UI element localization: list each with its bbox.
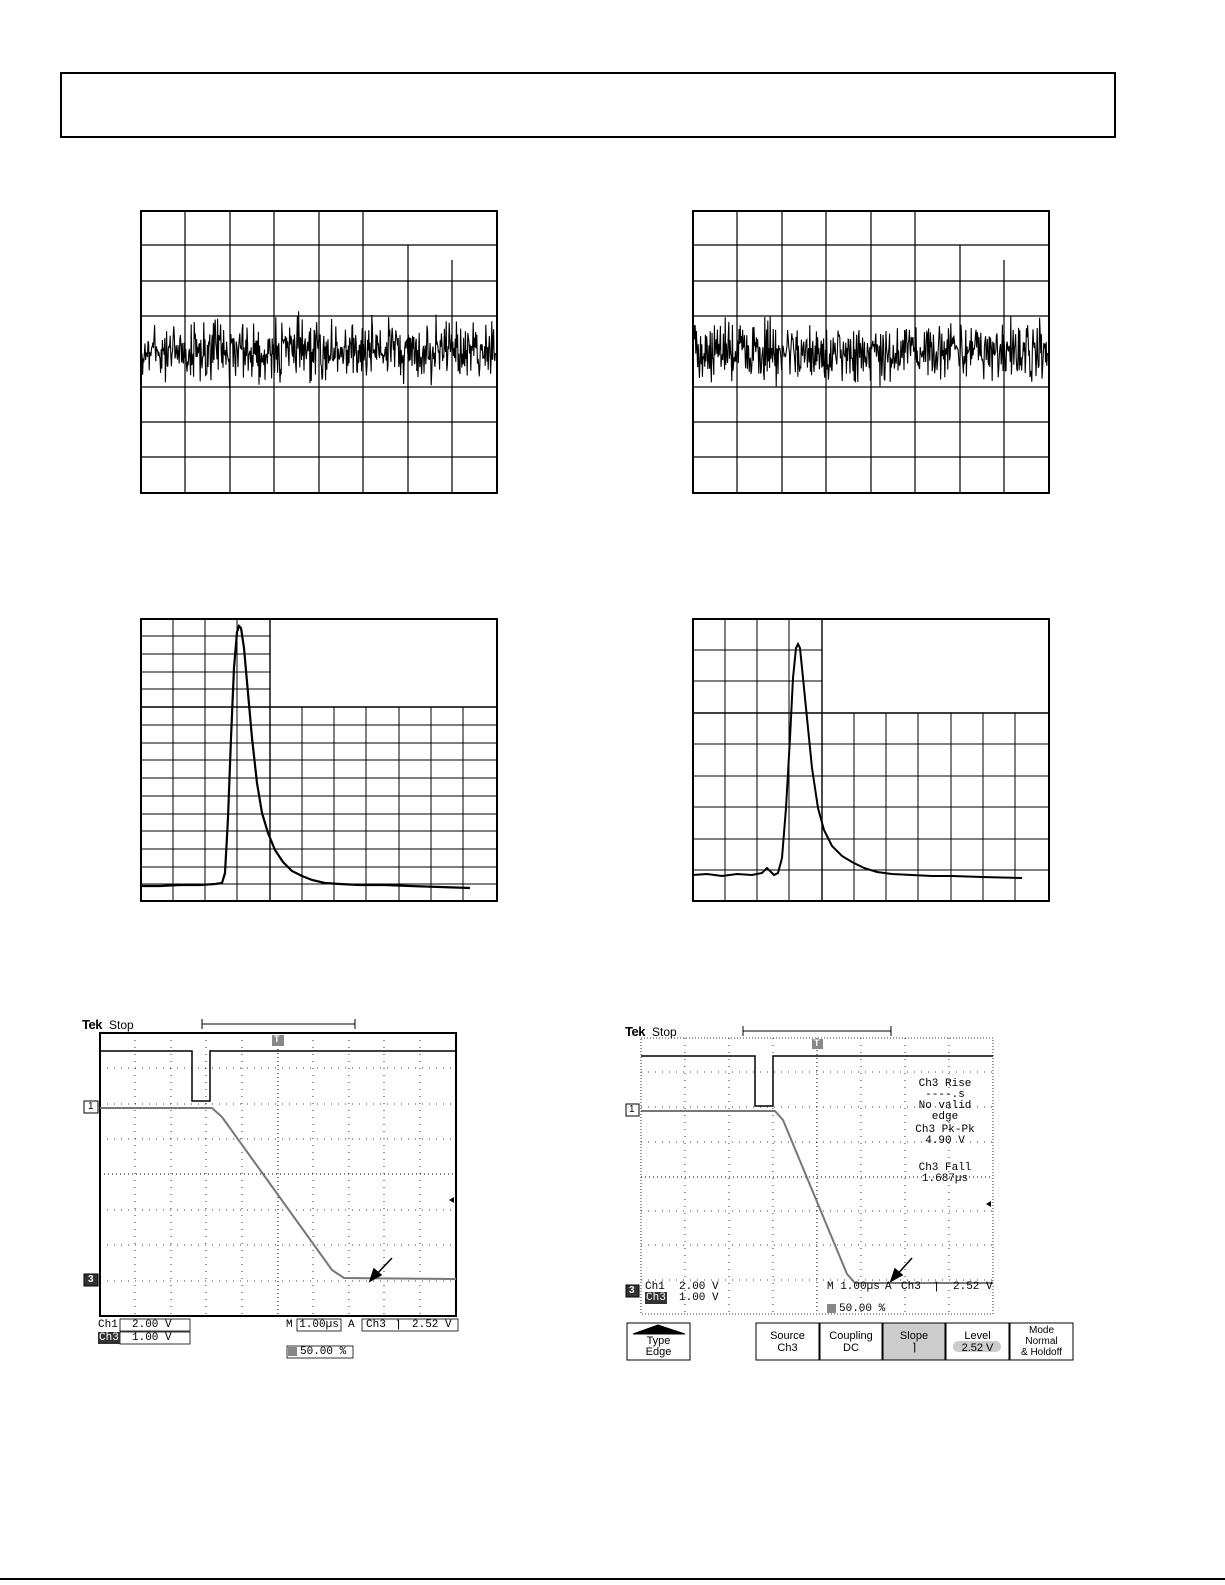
trigger-marker <box>272 1035 284 1046</box>
noise-trace <box>141 311 496 389</box>
ch1-scale: 2.00 V <box>679 1281 719 1293</box>
menu-line: ⌉ <box>911 1342 917 1354</box>
trigger-pos-icon <box>827 1304 836 1313</box>
record-bar <box>742 1026 892 1036</box>
ch3-marker: 3 <box>88 1274 94 1285</box>
pulse-trace <box>692 641 1023 879</box>
trigger-mode: A <box>348 1319 355 1331</box>
measurement-line: Ch3 Fall <box>918 1162 972 1174</box>
menu-mode-button[interactable]: Mode Normal & Holdoff <box>1010 1325 1073 1358</box>
annotation-arrow <box>368 1257 393 1283</box>
measurement-line: 1.687µs <box>921 1173 969 1185</box>
menu-line: Edge <box>645 1346 672 1358</box>
timebase: M 1.00µs <box>286 1319 339 1331</box>
menu-line: Level <box>964 1330 991 1342</box>
menu-slope-button[interactable]: Slope ⌉ <box>883 1330 945 1354</box>
measurement-line: Ch3 Rise <box>918 1078 972 1090</box>
ch1-trace <box>641 1055 993 1107</box>
trigger-slope: ⌉ <box>395 1320 402 1332</box>
noise-trace <box>693 315 1048 388</box>
measurement-line: Ch3 Pk-Pk <box>915 1124 975 1136</box>
menu-line: Mode <box>1028 1325 1054 1336</box>
ch3-trace <box>100 1107 457 1280</box>
ch3-label: Ch3 <box>645 1292 667 1304</box>
ch1-marker: 1 <box>629 1104 635 1115</box>
ch3-marker: 3 <box>629 1285 635 1296</box>
trigger-level-marker <box>449 1197 454 1203</box>
pulse-plot-left <box>140 618 498 902</box>
ch1-label: Ch1 <box>98 1319 118 1331</box>
scope-brand: Tek <box>82 1017 102 1032</box>
pulse-plot-right <box>692 618 1050 902</box>
trigger-source: Ch3 <box>366 1319 386 1331</box>
menu-line: Coupling <box>829 1330 873 1342</box>
trigger-pos-icon <box>288 1347 297 1356</box>
menu-line: & Holdoff <box>1021 1347 1062 1358</box>
ch1-marker: 1 <box>88 1101 94 1112</box>
measurement-line: ----.s <box>925 1089 965 1101</box>
trigger-marker <box>812 1039 823 1049</box>
timebase: M 1.00µs <box>827 1281 880 1293</box>
ch1-scale: 2.00 V <box>132 1319 172 1331</box>
menu-line: 2.52 V <box>961 1342 994 1354</box>
trigger-level: 2.52 V <box>412 1319 452 1331</box>
menu-line: Source <box>770 1330 805 1342</box>
trigger-slope: ⌉ <box>933 1282 940 1294</box>
trigger-pos: 50.00 % <box>300 1346 347 1358</box>
trigger-marker-label: T <box>274 1034 280 1044</box>
trigger-source: Ch3 <box>901 1281 921 1293</box>
ch1-trace <box>100 1050 456 1102</box>
trigger-marker-label: T <box>814 1038 820 1048</box>
scope-status: Stop <box>109 1018 134 1032</box>
measurement-line: 4.90 V <box>925 1135 965 1147</box>
menu-source-button[interactable]: Source Ch3 <box>756 1330 819 1354</box>
footer-rule <box>0 1578 1225 1580</box>
menu-line: Slope <box>899 1330 929 1342</box>
trigger-pos: 50.00 % <box>839 1303 886 1315</box>
measurement-line: edge <box>931 1111 959 1123</box>
menu-type-button[interactable]: Type Edge <box>627 1336 690 1358</box>
measurement-line: No valid <box>918 1100 972 1112</box>
header-box <box>60 72 1116 138</box>
menu-line: Type <box>646 1335 671 1347</box>
ch3-scale: 1.00 V <box>132 1332 172 1344</box>
menu-line: Normal <box>1025 1336 1058 1347</box>
ch3-label: Ch3 <box>98 1332 120 1344</box>
scope-right: Tek Stop <box>625 1022 1075 1367</box>
measurement-panel: Ch3 Rise ----.s No valid edge Ch3 Pk-Pk … <box>897 1079 993 1185</box>
pulse-trace <box>141 623 471 890</box>
ch3-scale: 1.00 V <box>679 1292 719 1304</box>
menu-coupling-button[interactable]: Coupling DC <box>820 1330 882 1354</box>
noise-plot-left <box>140 210 498 494</box>
trigger-level: 2.52 V <box>953 1281 993 1293</box>
record-bar <box>201 1019 356 1029</box>
noise-plot-right <box>692 210 1050 494</box>
ch1-label: Ch1 <box>645 1281 665 1293</box>
scope-left: Tek Stop <box>82 1015 472 1365</box>
ch3-trace <box>641 1110 993 1284</box>
scope-status: Stop <box>652 1025 677 1039</box>
trigger-level-marker <box>986 1201 991 1207</box>
menu-line: DC <box>843 1342 859 1354</box>
menu-level-button[interactable]: Level 2.52 V <box>946 1330 1009 1354</box>
menu-line: Ch3 <box>777 1342 798 1354</box>
trigger-mode: A <box>885 1281 892 1293</box>
annotation-arrow <box>889 1257 913 1283</box>
scope-brand: Tek <box>625 1024 645 1039</box>
